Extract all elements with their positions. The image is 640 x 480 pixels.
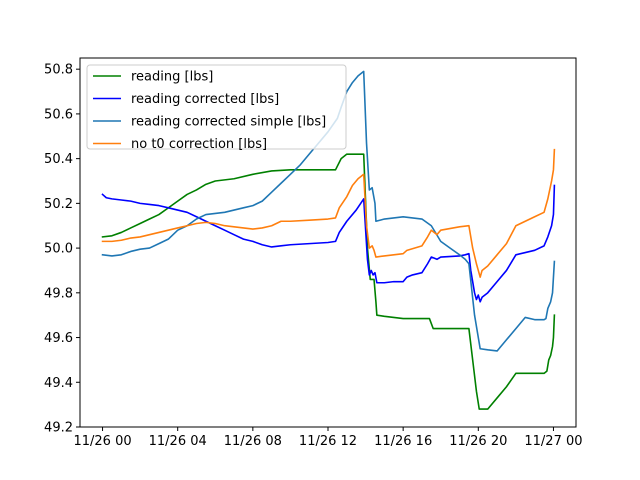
series-line-3: [101, 70, 556, 352]
legend-label-4: no t0 correction [lbs]: [131, 137, 267, 152]
y-tick-label: 49.6: [44, 331, 73, 346]
x-tick-label: 11/27 00: [524, 434, 582, 449]
y-axis: 49.2 49.4 49.6 49.8 50.0 50.2 50.4 50.6 50.8: [44, 63, 80, 436]
legend: reading [lbs] reading corrected [lbs] read…: [86, 64, 347, 152]
y-tick-label: 50.8: [44, 63, 73, 78]
y-tick-label: 50.4: [44, 152, 73, 167]
series-layer: [101, 70, 556, 410]
x-tick-label: 11/26 04: [149, 434, 207, 449]
y-tick-label: 49.4: [44, 376, 73, 391]
series-line-2: [101, 184, 556, 303]
x-axis: 11/26 00 11/26 04 11/26 08 11/26 12 11/26 16…: [73, 427, 583, 449]
series-line-4: [101, 148, 556, 278]
y-tick-label: 50.2: [44, 197, 73, 212]
y-tick-label: 50.0: [44, 242, 73, 257]
legend-label-2: reading corrected [lbs]: [131, 92, 279, 107]
legend-box: [86, 64, 347, 150]
y-tick-label: 49.8: [44, 286, 73, 301]
y-tick-label: 50.6: [44, 107, 73, 122]
legend-label-3: reading corrected simple [lbs]: [131, 115, 326, 130]
x-tick-label: 11/26 16: [374, 434, 432, 449]
x-tick-label: 11/26 12: [299, 434, 357, 449]
series-line-1: [101, 153, 556, 410]
x-tick-label: 11/26 08: [224, 434, 282, 449]
x-tick-label: 11/26 20: [449, 434, 507, 449]
x-tick-label: 11/26 00: [73, 434, 131, 449]
legend-label-1: reading [lbs]: [131, 70, 213, 85]
y-tick-label: 49.2: [44, 421, 73, 436]
